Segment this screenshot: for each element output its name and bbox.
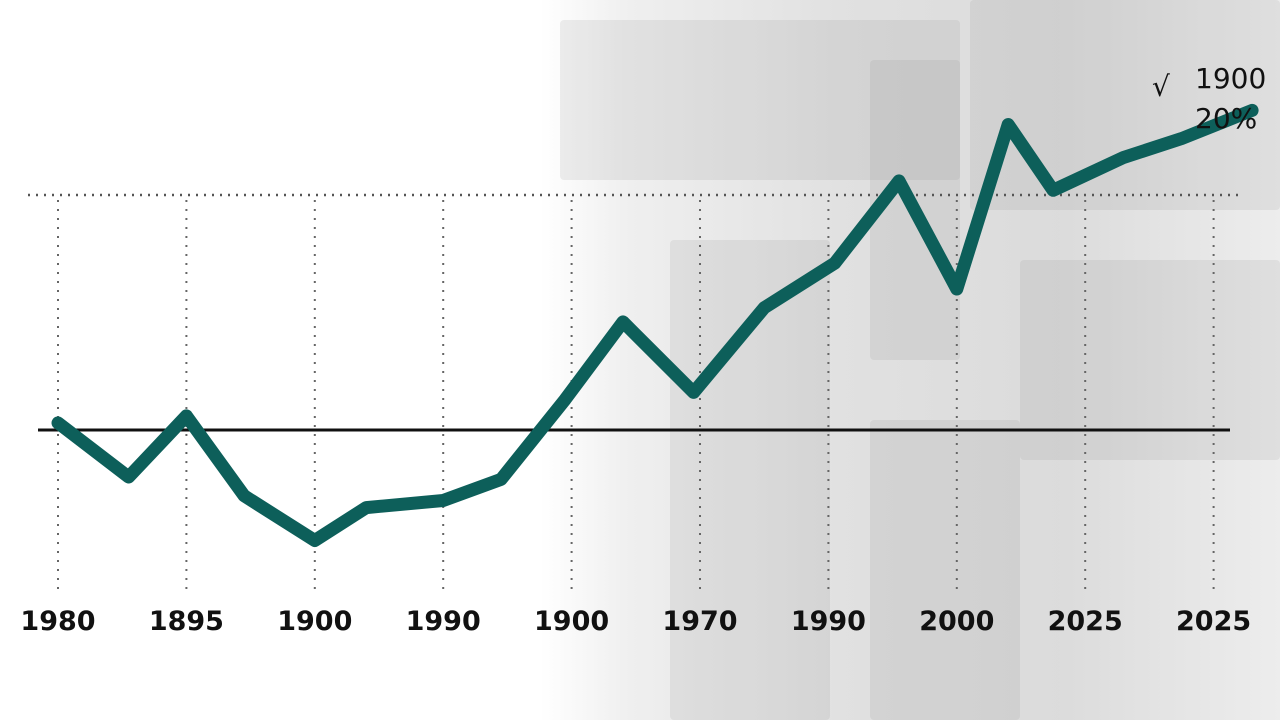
x-tick-label: 1990 [791,606,866,637]
background-photo-block [970,0,1280,210]
annotation: √ 1900 20% [1152,62,1266,135]
annotation-year: 1900 [1195,62,1266,95]
series-line [51,103,1259,547]
x-tick-label: 1900 [534,606,609,637]
x-axis-tick-labels: 1980 1895 1900 1990 1900 1970 1990 2000 2025 2025 [20,606,1251,637]
x-tick-label: 1990 [406,606,481,637]
x-tick-label: 1970 [662,606,737,637]
x-tick-label: 2025 [1176,606,1251,637]
x-tick-label: 2000 [919,606,994,637]
annotation-check-mark: √ [1152,70,1170,103]
background-photo-block [560,20,960,180]
x-tick-label: 2025 [1048,606,1123,637]
x-tick-label: 1895 [149,606,224,637]
background-photo [540,0,1280,720]
vertical-gridlines [57,200,1215,590]
background-photo-block [870,420,1020,720]
annotation-percent: 20% [1195,102,1257,135]
background-photo-block [1020,260,1280,460]
x-tick-label: 1900 [277,606,352,637]
x-tick-label: 1980 [20,606,95,637]
